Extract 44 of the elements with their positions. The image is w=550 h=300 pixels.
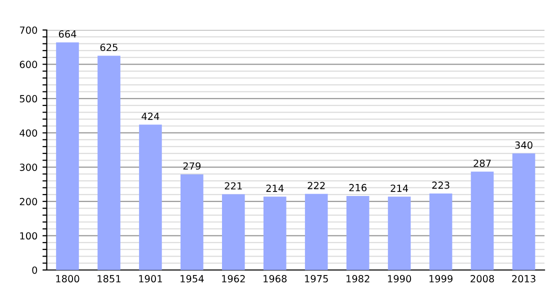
x-tick-label: 1851: [98, 275, 120, 282]
data-label: 664: [58, 30, 76, 38]
y-tick-label: 0: [32, 266, 38, 274]
bar: [56, 42, 79, 270]
x-tick-label: 1999: [430, 275, 452, 282]
data-label: 287: [474, 160, 491, 167]
y-tick-label: 500: [20, 95, 38, 102]
y-tick-label: 200: [20, 198, 38, 206]
y-tick-label: 100: [20, 232, 38, 240]
x-tick-label: 1954: [180, 275, 204, 282]
data-label: 223: [432, 182, 450, 189]
y-tick-label: 600: [20, 60, 38, 68]
bar: [98, 56, 120, 270]
x-tick-label: 1975: [305, 275, 328, 282]
data-label: 279: [183, 162, 201, 170]
y-tick-label: 400: [20, 129, 38, 137]
bar: [346, 196, 370, 270]
data-label: 214: [266, 184, 284, 192]
x-tick-label: 1990: [388, 275, 412, 282]
y-tick-label: 300: [20, 164, 38, 171]
y-tick-label: 700: [20, 26, 38, 34]
data-label: 221: [224, 182, 242, 190]
bar: [222, 194, 245, 270]
x-tick-label: 1901: [139, 275, 162, 282]
data-label: 216: [349, 184, 367, 192]
data-label: 340: [515, 141, 532, 149]
bar: [139, 124, 162, 270]
bar: [470, 172, 494, 270]
data-label: 214: [390, 184, 408, 192]
data-label: 625: [100, 44, 118, 52]
bar: [429, 194, 452, 270]
x-tick-label: 2008: [470, 275, 494, 282]
data-label: 222: [308, 182, 325, 190]
bar: [388, 196, 411, 270]
bar: [512, 153, 536, 270]
x-tick-label: 2013: [512, 275, 536, 282]
bar: [304, 194, 328, 270]
x-tick-label: 1982: [346, 275, 370, 282]
bar: [180, 174, 204, 270]
x-tick-label: 1968: [264, 275, 287, 282]
bar: [263, 196, 286, 270]
x-tick-label: 1800: [56, 275, 80, 282]
x-tick-label: 1962: [222, 275, 245, 282]
data-label: 424: [142, 112, 160, 120]
